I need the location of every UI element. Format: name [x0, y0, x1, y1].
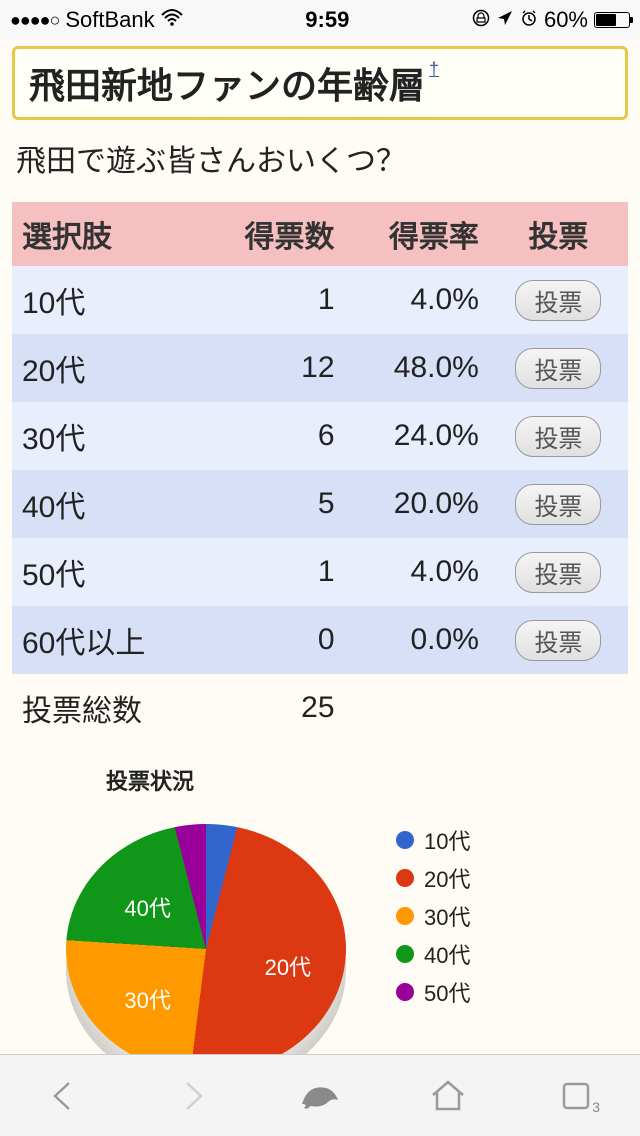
- carrier-label: SoftBank: [65, 7, 154, 33]
- total-label: 投票総数: [12, 674, 200, 742]
- legend-item: 30代: [396, 900, 470, 932]
- legend-label: 30代: [424, 900, 470, 932]
- legend-swatch: [396, 869, 414, 887]
- legend-label: 10代: [424, 824, 470, 856]
- row-label: 30代: [12, 402, 200, 470]
- legend-item: 50代: [396, 976, 470, 1008]
- subtitle: 飛田で遊ぶ皆さんおいくつ？: [16, 136, 624, 180]
- chart-area: 投票状況 20代30代40代 10代20代30代40代50代: [12, 756, 628, 1088]
- back-button[interactable]: [34, 1071, 94, 1121]
- table-row: 30代624.0% 投票: [12, 402, 628, 470]
- row-label: 20代: [12, 334, 200, 402]
- legend-label: 40代: [424, 938, 470, 970]
- status-bar: ●●●●○ SoftBank 9:59 60%: [0, 0, 640, 40]
- forward-button[interactable]: [162, 1071, 222, 1121]
- vote-button[interactable]: 投票: [515, 280, 601, 321]
- legend-label: 50代: [424, 976, 470, 1008]
- legend-swatch: [396, 983, 414, 1001]
- legend-label: 20代: [424, 862, 470, 894]
- table-row: 40代520.0% 投票: [12, 470, 628, 538]
- battery-pct: 60%: [544, 7, 588, 33]
- wifi-icon: [161, 7, 183, 33]
- row-pct: 4.0%: [345, 266, 489, 334]
- alarm-icon: [520, 7, 538, 33]
- row-label: 40代: [12, 470, 200, 538]
- table-row: 20代1248.0% 投票: [12, 334, 628, 402]
- legend-swatch: [396, 945, 414, 963]
- title-footnote-link[interactable]: †: [429, 59, 439, 80]
- table-header-row: 選択肢 得票数 得票率 投票: [12, 202, 628, 266]
- legend-swatch: [396, 831, 414, 849]
- vote-button[interactable]: 投票: [515, 416, 601, 457]
- chart-legend: 10代 20代 30代 40代 50代: [396, 804, 470, 1084]
- row-votes: 1: [200, 266, 344, 334]
- dolphin-icon[interactable]: [290, 1071, 350, 1121]
- col-percent: 得票率: [345, 202, 489, 266]
- col-option: 選択肢: [12, 202, 200, 266]
- home-button[interactable]: [418, 1071, 478, 1121]
- col-votes: 得票数: [200, 202, 344, 266]
- row-votes: 0: [200, 606, 344, 674]
- legend-item: 10代: [396, 824, 470, 856]
- legend-swatch: [396, 907, 414, 925]
- table-row: 10代14.0% 投票: [12, 266, 628, 334]
- battery-icon: [594, 12, 630, 28]
- clock: 9:59: [183, 7, 472, 33]
- row-votes: 1: [200, 538, 344, 606]
- table-total-row: 投票総数25: [12, 674, 628, 742]
- row-pct: 4.0%: [345, 538, 489, 606]
- vote-button[interactable]: 投票: [515, 348, 601, 389]
- tabs-count: 3: [592, 1099, 600, 1115]
- signal-strength: ●●●●○: [10, 10, 59, 31]
- legend-item: 40代: [396, 938, 470, 970]
- pie-chart: 20代30代40代: [16, 804, 396, 1084]
- legend-item: 20代: [396, 862, 470, 894]
- lock-rotation-icon: [472, 7, 490, 33]
- vote-button[interactable]: 投票: [515, 484, 601, 525]
- table-row: 50代14.0% 投票: [12, 538, 628, 606]
- page-title: 飛田新地ファンの年齢層: [29, 57, 425, 109]
- location-icon: [496, 7, 514, 33]
- row-label: 50代: [12, 538, 200, 606]
- vote-table: 選択肢 得票数 得票率 投票 10代14.0%投票20代1248.0%投票30代…: [12, 202, 628, 742]
- total-value: 25: [200, 674, 344, 742]
- row-label: 10代: [12, 266, 200, 334]
- browser-toolbar: 3: [0, 1054, 640, 1136]
- vote-button[interactable]: 投票: [515, 552, 601, 593]
- title-box: 飛田新地ファンの年齢層 †: [12, 46, 628, 120]
- chart-title: 投票状況: [16, 764, 624, 796]
- col-action: 投票: [489, 202, 628, 266]
- vote-button[interactable]: 投票: [515, 620, 601, 661]
- row-label: 60代以上: [12, 606, 200, 674]
- row-votes: 5: [200, 470, 344, 538]
- table-row: 60代以上00.0% 投票: [12, 606, 628, 674]
- row-pct: 48.0%: [345, 334, 489, 402]
- row-pct: 20.0%: [345, 470, 489, 538]
- tabs-button[interactable]: 3: [546, 1071, 606, 1121]
- row-pct: 0.0%: [345, 606, 489, 674]
- row-votes: 12: [200, 334, 344, 402]
- row-votes: 6: [200, 402, 344, 470]
- row-pct: 24.0%: [345, 402, 489, 470]
